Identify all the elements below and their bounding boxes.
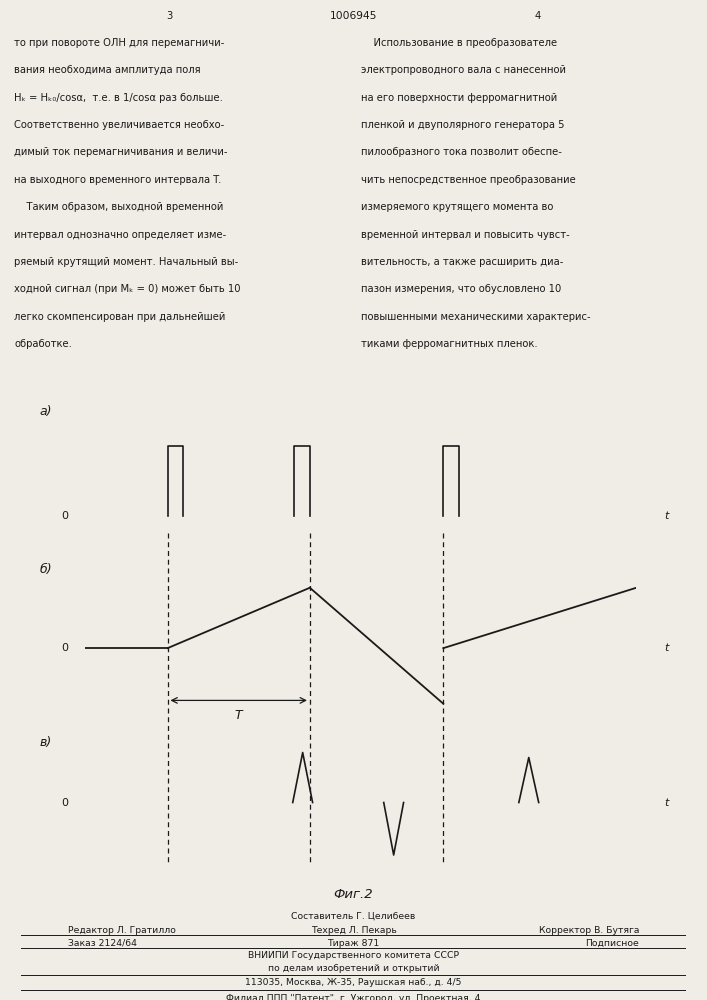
Text: обработке.: обработке. — [14, 339, 72, 349]
Text: пилообразного тока позволит обеспе-: пилообразного тока позволит обеспе- — [361, 147, 561, 157]
Text: t: t — [664, 643, 668, 653]
Text: димый ток перемагничивания и величи-: димый ток перемагничивания и величи- — [14, 147, 228, 157]
Text: вительность, а также расширить диа-: вительность, а также расширить диа- — [361, 257, 563, 267]
Text: ходной сигнал (при Mₖ = 0) может быть 10: ходной сигнал (при Mₖ = 0) может быть 10 — [14, 284, 240, 294]
Text: t: t — [664, 798, 668, 808]
Text: 113035, Москва, Ж-35, Раушская наб., д. 4/5: 113035, Москва, Ж-35, Раушская наб., д. … — [245, 978, 462, 987]
Text: временной интервал и повысить чувст-: временной интервал и повысить чувст- — [361, 230, 569, 240]
Text: t: t — [664, 511, 668, 521]
Text: пазон измерения, что обусловлено 10: пазон измерения, что обусловлено 10 — [361, 284, 561, 294]
Text: повышенными механическими характерис-: повышенными механическими характерис- — [361, 312, 590, 322]
Text: ряемый крутящий момент. Начальный вы-: ряемый крутящий момент. Начальный вы- — [14, 257, 238, 267]
Text: по делам изобретений и открытий: по делам изобретений и открытий — [268, 964, 439, 973]
Text: Тираж 871: Тираж 871 — [327, 939, 380, 948]
Text: на выходного временного интервала T.: на выходного временного интервала T. — [14, 175, 221, 185]
Text: Hₖ = Hₖ₀/cosα,  т.е. в 1/cosα раз больше.: Hₖ = Hₖ₀/cosα, т.е. в 1/cosα раз больше. — [14, 93, 223, 103]
Text: в): в) — [40, 736, 52, 749]
Text: тиками ферромагнитных пленок.: тиками ферромагнитных пленок. — [361, 339, 537, 349]
Text: вания необходима амплитуда поля: вания необходима амплитуда поля — [14, 65, 201, 75]
Text: 4: 4 — [534, 11, 540, 21]
Text: электропроводного вала с нанесенной: электропроводного вала с нанесенной — [361, 65, 566, 75]
Text: измеряемого крутящего момента во: измеряемого крутящего момента во — [361, 202, 553, 212]
Text: Соответственно увеличивается необхо-: Соответственно увеличивается необхо- — [14, 120, 224, 130]
Text: Техред Л. Пекарь: Техред Л. Пекарь — [310, 926, 397, 935]
Text: а): а) — [40, 405, 52, 418]
Text: Фиг.2: Фиг.2 — [334, 888, 373, 902]
Text: 3: 3 — [167, 11, 173, 21]
Text: 0: 0 — [62, 511, 69, 521]
Text: 0: 0 — [62, 798, 69, 808]
Text: Подписное: Подписное — [585, 939, 639, 948]
Text: б): б) — [39, 563, 52, 576]
Text: 1006945: 1006945 — [329, 11, 378, 21]
Text: T: T — [235, 709, 243, 722]
Text: Филиал ППП "Патент", г. Ужгород, ул. Проектная, 4: Филиал ППП "Патент", г. Ужгород, ул. Про… — [226, 994, 481, 1000]
Text: на его поверхности ферромагнитной: на его поверхности ферромагнитной — [361, 93, 557, 103]
Text: Корректор В. Бутяга: Корректор В. Бутяга — [539, 926, 639, 935]
Text: Использование в преобразователе: Использование в преобразователе — [361, 38, 556, 48]
Text: Редактор Л. Гратилло: Редактор Л. Гратилло — [68, 926, 175, 935]
Text: Заказ 2124/64: Заказ 2124/64 — [68, 939, 136, 948]
Text: пленкой и двуполярного генератора 5: пленкой и двуполярного генератора 5 — [361, 120, 564, 130]
Text: Таким образом, выходной временной: Таким образом, выходной временной — [14, 202, 223, 212]
Text: то при повороте ОЛН для перемагничи-: то при повороте ОЛН для перемагничи- — [14, 38, 225, 48]
Text: 0: 0 — [62, 643, 69, 653]
Text: Составитель Г. Целибеев: Составитель Г. Целибеев — [291, 912, 416, 921]
Text: ВНИИПИ Государственного комитета СССР: ВНИИПИ Государственного комитета СССР — [248, 951, 459, 960]
Text: легко скомпенсирован при дальнейшей: легко скомпенсирован при дальнейшей — [14, 312, 226, 322]
Text: чить непосредственное преобразование: чить непосредственное преобразование — [361, 175, 575, 185]
Text: интервал однозначно определяет изме-: интервал однозначно определяет изме- — [14, 230, 226, 240]
